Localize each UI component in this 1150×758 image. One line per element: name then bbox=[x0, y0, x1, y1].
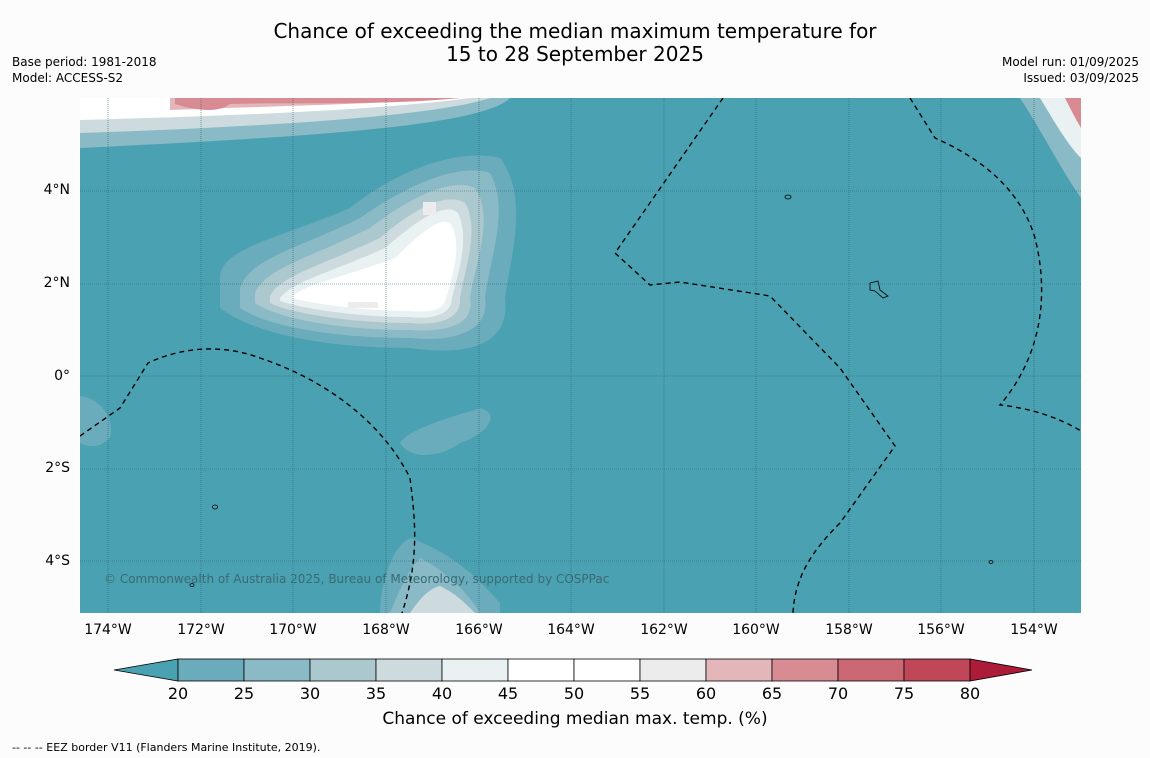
island-4 bbox=[988, 560, 994, 564]
colorbar-tick-label: 20 bbox=[167, 684, 189, 703]
colorbar-segment bbox=[441, 658, 509, 682]
colorbar-segment bbox=[309, 658, 377, 682]
colorbar-segment bbox=[771, 658, 839, 682]
blob-55-north bbox=[423, 202, 436, 215]
eez-border-west bbox=[80, 348, 416, 613]
lon-label: 154°W bbox=[1010, 622, 1058, 638]
map-title-line-2: 15 to 28 September 2025 bbox=[446, 42, 704, 66]
lon-label: 164°W bbox=[547, 622, 595, 638]
island-1 bbox=[784, 194, 792, 200]
blob-50 bbox=[292, 221, 457, 312]
colorbar-tick-label: 45 bbox=[497, 684, 519, 703]
forecast-map bbox=[80, 98, 1081, 613]
lon-label: 158°W bbox=[825, 622, 873, 638]
colorbar-segment bbox=[705, 658, 773, 682]
colorbar-segment bbox=[177, 658, 245, 682]
colorbar-tick-label: 40 bbox=[431, 684, 453, 703]
islands bbox=[189, 194, 994, 587]
equator-patch-25 bbox=[400, 408, 491, 456]
colorbar-tick-label: 55 bbox=[629, 684, 651, 703]
lon-label: 166°W bbox=[455, 622, 503, 638]
colorbar-tick-label: 80 bbox=[959, 684, 981, 703]
colorbar-tick-label: 25 bbox=[233, 684, 255, 703]
lat-label: 4°N bbox=[43, 182, 70, 198]
lon-label: 170°W bbox=[269, 622, 317, 638]
colorbar-segment bbox=[639, 658, 707, 682]
north-band-65 bbox=[175, 98, 460, 110]
eez-legend-note: -- -- -- EEZ border V11 (Flanders Marine… bbox=[12, 741, 321, 754]
colorbar-extend-high bbox=[969, 658, 1033, 682]
colorbar-tick-label: 65 bbox=[761, 684, 783, 703]
colorbar-segment bbox=[507, 658, 575, 682]
lat-label: 2°N bbox=[43, 275, 70, 291]
northeast-band-65 bbox=[1065, 98, 1081, 128]
copyright-notice: © Commonwealth of Australia 2025, Bureau… bbox=[104, 572, 610, 586]
island-2 bbox=[869, 280, 889, 299]
island-3 bbox=[212, 504, 218, 510]
lon-label: 162°W bbox=[640, 622, 688, 638]
lon-label: 160°W bbox=[732, 622, 780, 638]
lat-label: 4°S bbox=[45, 553, 70, 569]
colorbar-segment bbox=[903, 658, 971, 682]
colorbar-tick-label: 35 bbox=[365, 684, 387, 703]
colorbar-segment bbox=[573, 658, 641, 682]
northeast-band-45 bbox=[1040, 98, 1081, 158]
lon-label: 168°W bbox=[362, 622, 410, 638]
base-period: Base period: 1981-2018 bbox=[12, 55, 157, 69]
colorbar-tick-label: 70 bbox=[827, 684, 849, 703]
model-run-date: Model run: 01/09/2025 bbox=[1001, 55, 1139, 69]
model-name: Model: ACCESS-S2 bbox=[12, 71, 124, 85]
lon-label: 156°W bbox=[917, 622, 965, 638]
south-patch-40 bbox=[410, 586, 475, 613]
issued-date: Issued: 03/09/2025 bbox=[1023, 71, 1139, 85]
colorbar-segment bbox=[243, 658, 311, 682]
colorbar-tick-label: 75 bbox=[893, 684, 915, 703]
colorbar-tick-label: 60 bbox=[695, 684, 717, 703]
lon-label: 174°W bbox=[84, 622, 132, 638]
west-patch-25 bbox=[80, 396, 111, 447]
eez-borders bbox=[80, 98, 1081, 613]
island-5 bbox=[189, 583, 195, 587]
map-title-line-1: Chance of exceeding the median maximum t… bbox=[273, 19, 877, 43]
map-background bbox=[80, 98, 1081, 613]
lat-label: 2°S bbox=[45, 460, 70, 476]
colorbar-segment bbox=[837, 658, 905, 682]
colorbar-title: Chance of exceeding median max. temp. (%… bbox=[382, 709, 768, 729]
colorbar-extend-low bbox=[113, 658, 179, 682]
eez-border-central bbox=[614, 98, 896, 613]
lat-label: 0° bbox=[54, 368, 70, 384]
colorbar-tick-label: 30 bbox=[299, 684, 321, 703]
colorbar-tick-label: 50 bbox=[563, 684, 585, 703]
lon-label: 172°W bbox=[177, 622, 225, 638]
colorbar bbox=[113, 658, 1033, 682]
blob-55-south bbox=[348, 302, 378, 308]
colorbar-segment bbox=[375, 658, 443, 682]
latitude-grid bbox=[80, 190, 1081, 562]
